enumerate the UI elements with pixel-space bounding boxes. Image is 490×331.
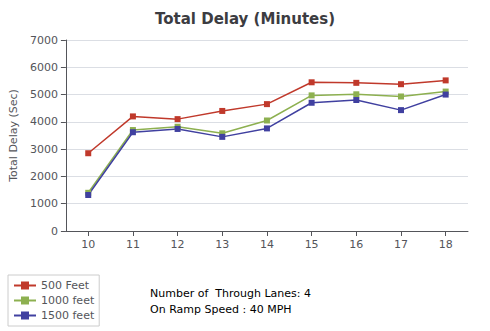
svg-text:14: 14 xyxy=(260,238,274,251)
svg-text:6000: 6000 xyxy=(30,61,58,74)
svg-text:18: 18 xyxy=(439,238,453,251)
svg-text:5000: 5000 xyxy=(30,88,58,101)
svg-text:On Ramp Speed : 40 MPH: On Ramp Speed : 40 MPH xyxy=(150,303,292,316)
svg-text:16: 16 xyxy=(349,238,363,251)
svg-text:1500 feet: 1500 feet xyxy=(41,309,95,322)
svg-text:0: 0 xyxy=(51,225,58,238)
svg-text:15: 15 xyxy=(305,238,319,251)
svg-text:2000: 2000 xyxy=(30,170,58,183)
svg-text:Total Delay (Minutes): Total Delay (Minutes) xyxy=(155,10,335,28)
svg-text:Total Delay (Sec): Total Delay (Sec) xyxy=(7,89,20,183)
svg-text:11: 11 xyxy=(126,238,140,251)
svg-text:7000: 7000 xyxy=(30,34,58,47)
svg-text:1000: 1000 xyxy=(30,197,58,210)
svg-text:12: 12 xyxy=(171,238,185,251)
svg-text:1000 feet: 1000 feet xyxy=(41,294,95,307)
svg-text:Number of Through Lanes: 4: Number of Through Lanes: 4 xyxy=(150,287,311,300)
svg-text:3000: 3000 xyxy=(30,143,58,156)
svg-text:4000: 4000 xyxy=(30,115,58,128)
svg-text:13: 13 xyxy=(215,238,229,251)
svg-text:500 Feet: 500 Feet xyxy=(41,279,90,292)
svg-text:17: 17 xyxy=(394,238,408,251)
svg-text:10: 10 xyxy=(81,238,95,251)
